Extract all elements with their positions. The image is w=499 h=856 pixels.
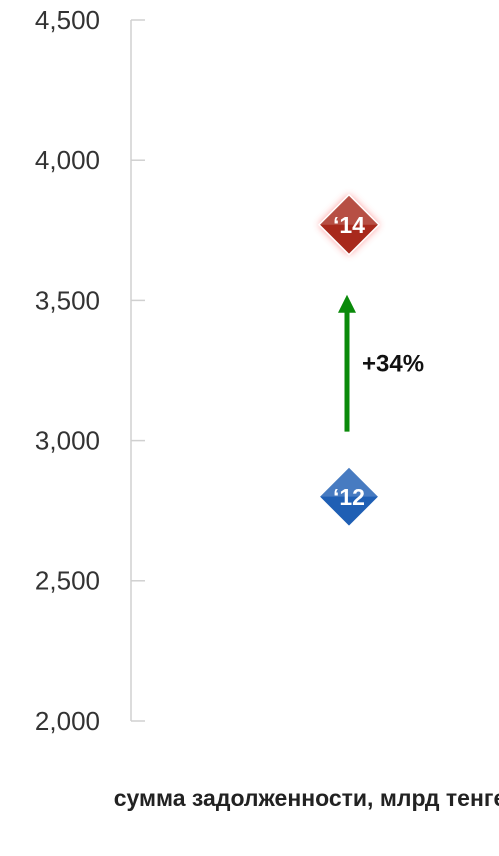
marker xyxy=(317,193,381,256)
marker xyxy=(317,465,381,528)
marker-shade xyxy=(319,466,379,497)
y-tick-label: 3,000 xyxy=(35,425,100,455)
growth-annotation: +34% xyxy=(362,351,424,378)
y-tick-label: 4,000 xyxy=(35,145,100,175)
marker-label: ‘12 xyxy=(333,484,365,510)
x-axis-label: сумма задолженности, млрд тенге xyxy=(113,785,499,811)
chart: 2,000 2,500 3,000 3,500 4,000 4,500 ‘12 ‘14 +34% xyxy=(35,5,424,736)
y-tick-label: 2,000 xyxy=(35,706,100,736)
y-tick-label: 2,500 xyxy=(35,566,100,596)
y-tick-label: 3,500 xyxy=(35,285,100,315)
growth-arrow-head xyxy=(338,294,356,313)
y-tick-label: 4,500 xyxy=(35,5,100,35)
marker-shade xyxy=(319,194,379,225)
marker-label: ‘14 xyxy=(333,212,365,238)
